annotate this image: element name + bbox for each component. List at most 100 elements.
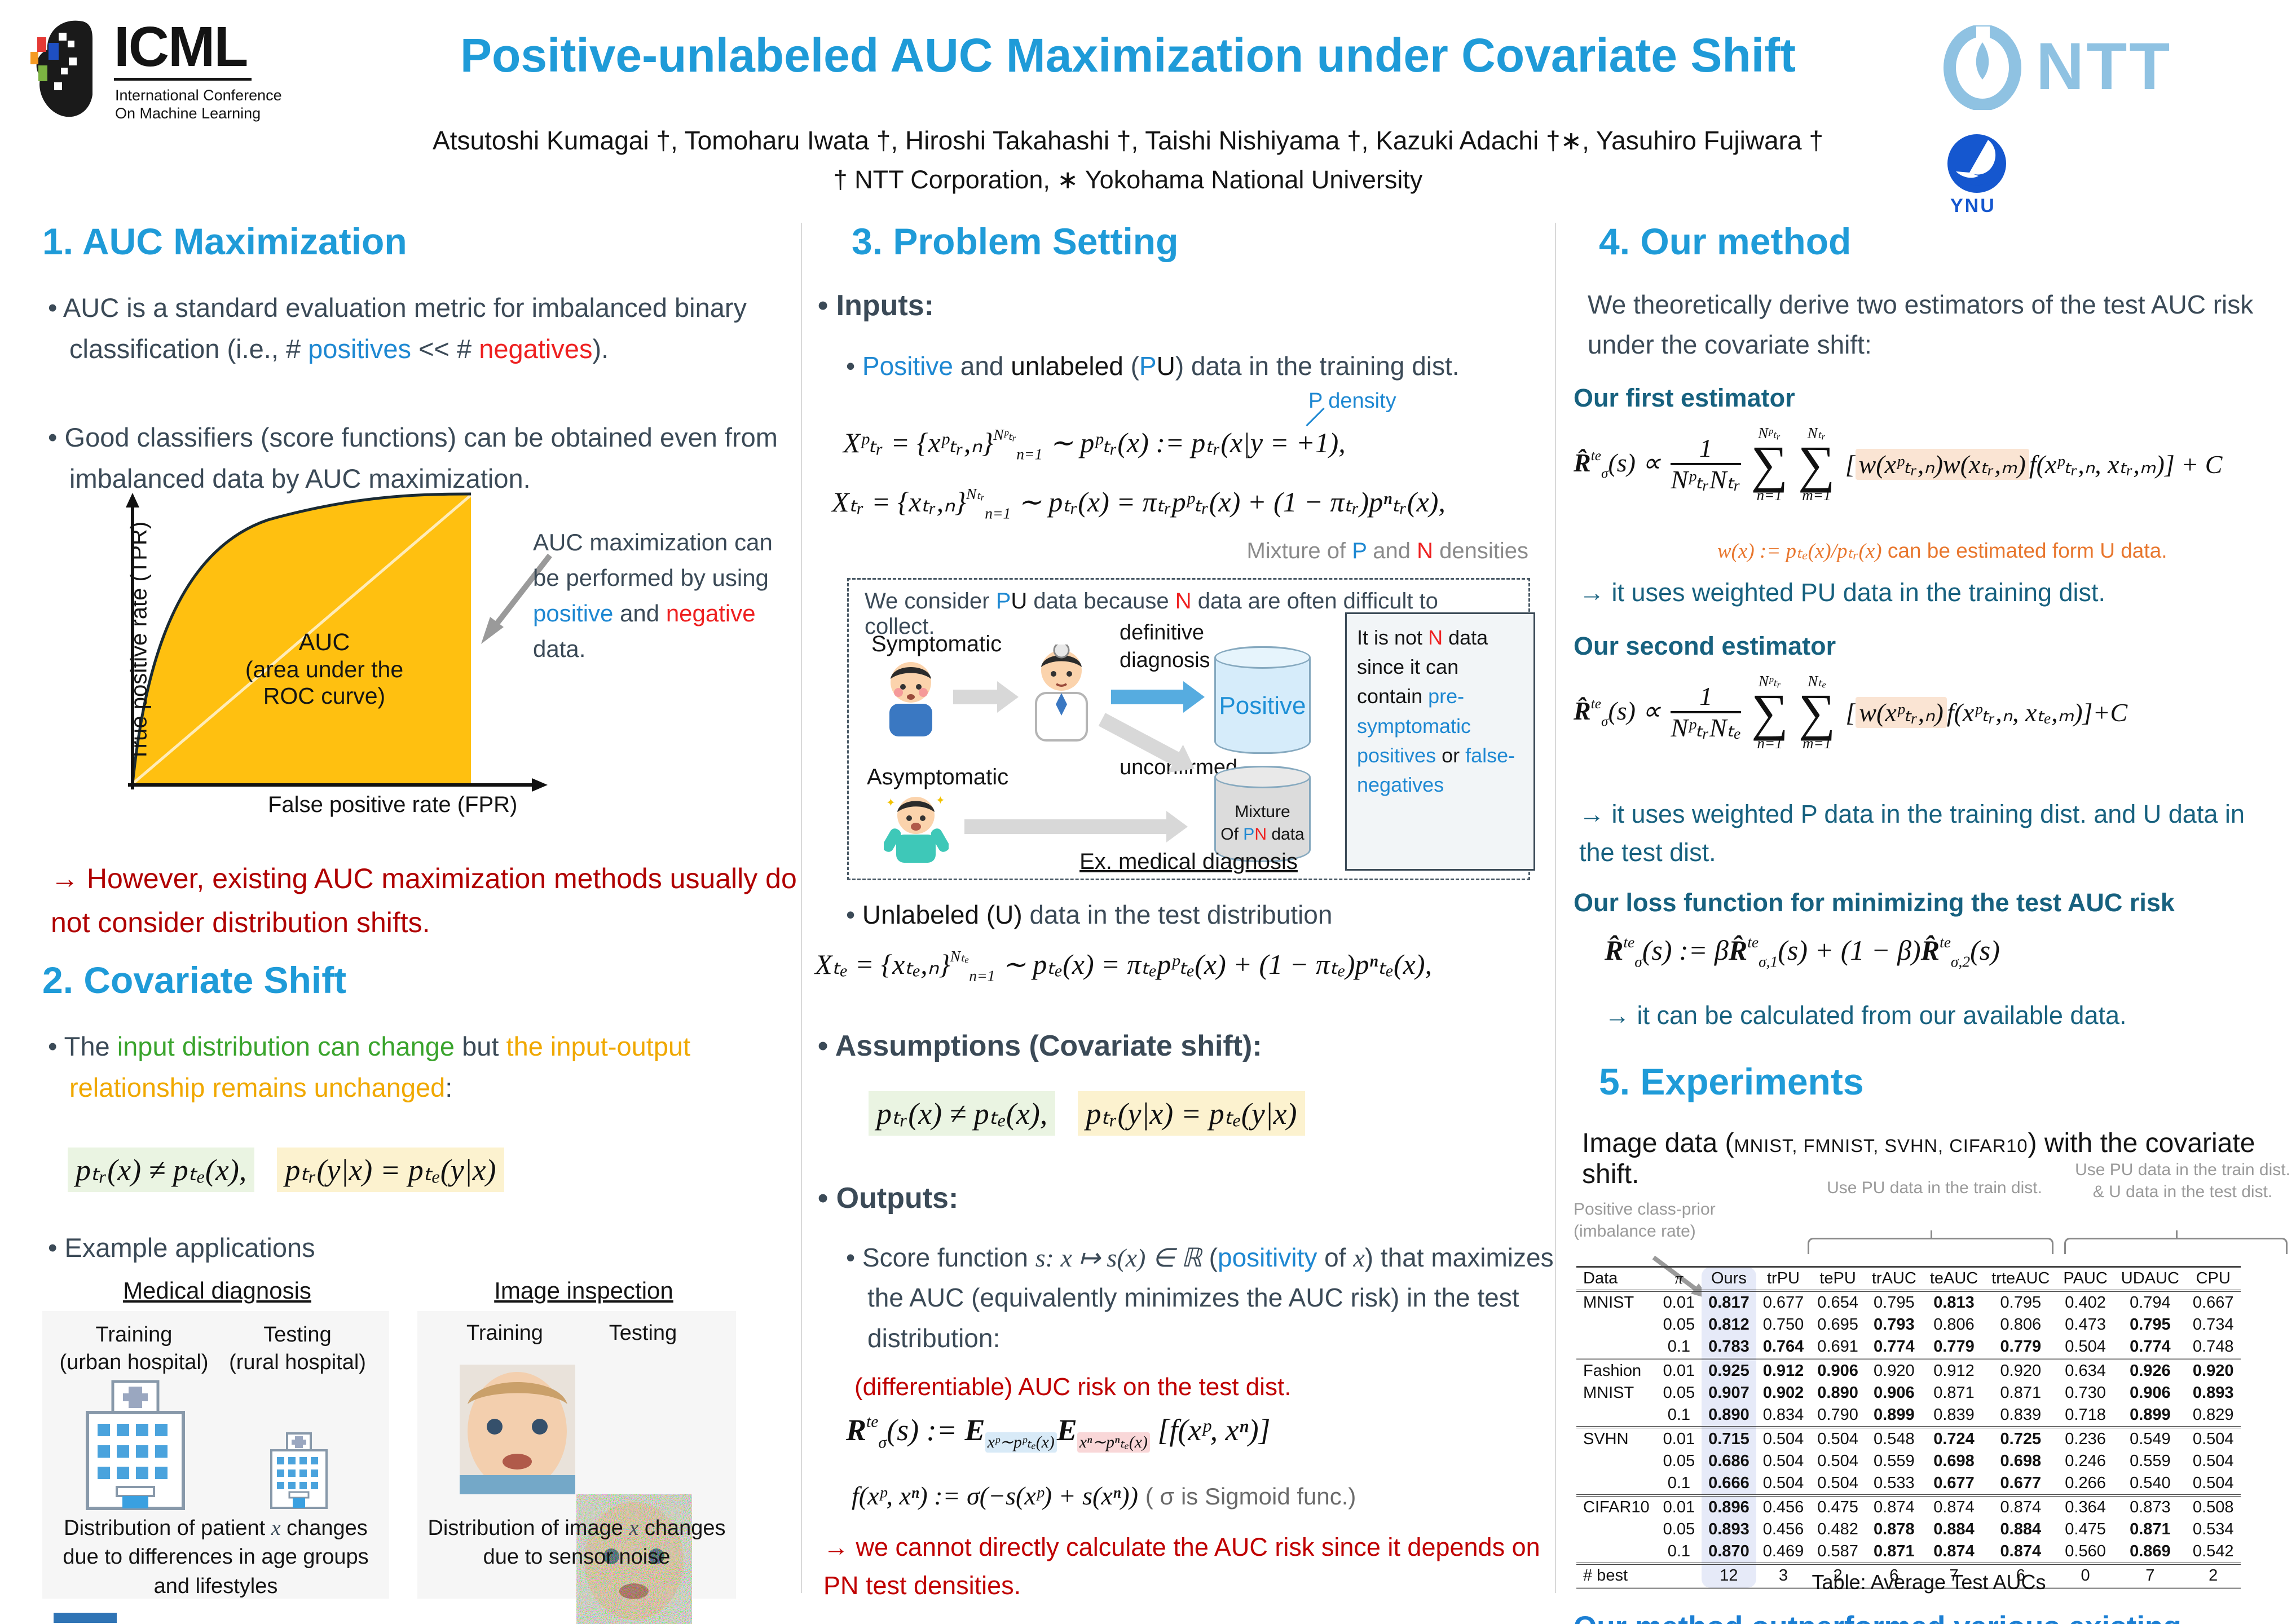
table-cell: 0.542	[2192, 1542, 2234, 1560]
table-cell: 0.839	[2000, 1406, 2042, 1424]
text-segment: data are often difficult to collect.	[865, 589, 1438, 639]
text-segment: pre-symptomatic positives	[1357, 685, 1471, 767]
text-segment: Image data (	[1582, 1128, 1734, 1158]
column-divider-right	[1555, 223, 1556, 1593]
table-cell	[1576, 1450, 1656, 1472]
text-segment: R̂	[1574, 448, 1591, 477]
clean-image	[460, 1365, 575, 1494]
table-cell: 0.725	[1985, 1426, 2057, 1450]
text-segment: ∼ pᵖₜᵣ(x) := pₜᵣ(x|y = +1),	[1042, 427, 1346, 458]
text-segment: N	[1175, 589, 1192, 614]
table-cell: 0.677	[2000, 1474, 2042, 1492]
table-cell: 0.794	[2130, 1294, 2171, 1312]
est2-lhs: R̂teσ(s) ∝	[1574, 695, 1660, 730]
table-cell: 2	[1810, 1563, 1865, 1589]
text-segment: Distribution of image	[428, 1516, 629, 1540]
table-cell: 0.508	[2185, 1494, 2241, 1519]
section3-heading: 3. Problem Setting	[852, 220, 1179, 262]
text-segment: We consider	[865, 589, 996, 614]
table-cell: 0.890	[1817, 1384, 1858, 1402]
medical-test-sub: (rural hospital)	[229, 1351, 366, 1375]
section2-bullet-1: • The input distribution can change but …	[48, 1026, 819, 1109]
table-caption: Table: Average Test AUCs	[1812, 1570, 2046, 1594]
formula-relation-unchanged: pₜᵣ(y|x) = pₜₑ(y|x)	[277, 1148, 504, 1192]
method-intro: We theoretically derive two estimators o…	[1588, 290, 2254, 360]
table-cell: 0.871	[1933, 1384, 1975, 1402]
table-cell: 0.920	[1865, 1358, 1923, 1382]
text-segment: the input-output relationship remains un…	[69, 1031, 691, 1102]
text-segment: data	[1266, 825, 1305, 844]
table-cell: 0.559	[2130, 1452, 2171, 1470]
table-cell: 0.402	[2065, 1294, 2106, 1312]
text-segment: σ	[878, 1433, 887, 1452]
table-cell: 0.504	[1817, 1474, 1858, 1492]
second-estimator-formula: R̂teσ(s) ∝ 1 NᵖₜᵣNₜₑ Nᵖₜᵣ ∑ n=1 Nₜₑ ∑ m=…	[1574, 674, 2127, 751]
table-cell: 0.540	[2130, 1474, 2171, 1492]
differentiable-label: (differentiable) AUC risk on the test di…	[854, 1373, 1292, 1401]
table-cell: 0.920	[1985, 1358, 2057, 1382]
table-cell: 0.912	[1923, 1358, 1985, 1382]
conclusion: Our method outperformed various existing…	[1574, 1610, 2287, 1624]
f-definition-formula: f(xᵖ, xⁿ) := σ(−s(xᵖ) + s(xⁿ))	[852, 1481, 1138, 1510]
table-cell	[1576, 1519, 1656, 1541]
table-cell: 0.05	[1663, 1452, 1695, 1470]
text-segment: [f(xᵖ, xⁿ)]	[1149, 1413, 1271, 1447]
table-cell: 0.473	[2065, 1316, 2106, 1334]
table-cell: 6	[1985, 1563, 2057, 1589]
table-cell: 0.779	[1933, 1338, 1975, 1356]
table-cell: 0.902	[1762, 1384, 1804, 1402]
auc-area-label: AUC (area under the ROC curve)	[223, 629, 426, 709]
text-segment: ∼ pₜᵣ(x) = πₜᵣpᵖₜᵣ(x) + (1 − πₜᵣ)pⁿₜᵣ(x)…	[1011, 486, 1446, 518]
text-segment: Nₜᵣ	[966, 485, 985, 502]
table-cell: 0.795	[1874, 1294, 1915, 1312]
table-cell: 0.734	[2192, 1316, 2234, 1334]
table-row: 0.05 0.893 0.456 0.482 0.878 0.884 0.884 0.475 0…	[1576, 1519, 2241, 1541]
text-segment: Nₜₑ	[950, 947, 969, 965]
text-segment: Distribution of patient	[64, 1516, 271, 1540]
text-segment: R̂	[1728, 934, 1748, 966]
results-table: Data π Ours trPU tePU trAUC teAUC trteAUC PAUC UD…	[1576, 1266, 2241, 1589]
text-segment: w(xᵖₜᵣ,ₙ)	[1856, 697, 1947, 729]
table-cell: 0.634	[2056, 1358, 2114, 1382]
ntt-wordmark: NTT	[2036, 29, 2172, 104]
footer-accent-bar	[54, 1613, 117, 1623]
text-segment: σ	[1601, 465, 1608, 482]
bracket1-brace	[1808, 1230, 2053, 1254]
inputs-label: • Inputs:	[818, 289, 934, 322]
table-cell: 0.890	[1702, 1404, 1756, 1427]
table-cell: 0.884	[2000, 1520, 2042, 1538]
column-divider-left	[801, 223, 802, 1593]
loss-function-label: Our loss function for minimizing the tes…	[1574, 888, 2175, 917]
text-segment: can be estimated form U data.	[1881, 539, 2167, 562]
table-cell: 0.871	[1874, 1542, 1915, 1560]
est1-sum1: Nᵖₜᵣ ∑ n=1	[1751, 425, 1788, 504]
text-segment: n=1	[1016, 445, 1043, 463]
icml-subtitle-1: International Conference	[115, 87, 282, 104]
p-density-label: P density	[1308, 389, 1396, 413]
table-cell: 0.907	[1702, 1382, 1756, 1404]
table-cell: 0.874	[1933, 1542, 1975, 1560]
annotation-arrow-icon	[481, 553, 552, 644]
text-segment: and	[1367, 539, 1417, 563]
table-header-row: Data π Ours trPU tePU trAUC teAUC trteAUC PAUC UD…	[1576, 1266, 2241, 1292]
text-segment: negative	[666, 600, 756, 626]
table-cell: 0.829	[2192, 1406, 2234, 1424]
text-segment: but	[455, 1031, 506, 1061]
table-best-row: # best 12 3 2 6 7 6 0 7 2	[1576, 1563, 2241, 1589]
table-cell: 0.654	[1817, 1294, 1858, 1312]
table-cell: 0.790	[1817, 1406, 1858, 1424]
table-cell: 0	[2056, 1563, 2114, 1589]
asymptomatic-label: Asymptomatic	[867, 765, 1009, 789]
formula-input-shift: pₜᵣ(x) ≠ pₜₑ(x),	[68, 1148, 255, 1192]
text-segment: E	[1056, 1413, 1077, 1447]
text-segment: n=1	[985, 504, 1011, 522]
table-cell: 0.920	[2185, 1358, 2241, 1382]
text-segment: •	[846, 351, 862, 381]
table-cell: 0.236	[2056, 1426, 2114, 1450]
table-cell: 0.869	[2130, 1542, 2171, 1560]
table-cell: 0.504	[2192, 1474, 2234, 1492]
table-cell	[1576, 1336, 1656, 1359]
table-cell: 0.912	[1756, 1358, 1811, 1382]
medical-app-title: Medical diagnosis	[123, 1277, 311, 1304]
column-auc-maximization: 1. AUC Maximization • AUC is a standard …	[42, 220, 797, 1624]
